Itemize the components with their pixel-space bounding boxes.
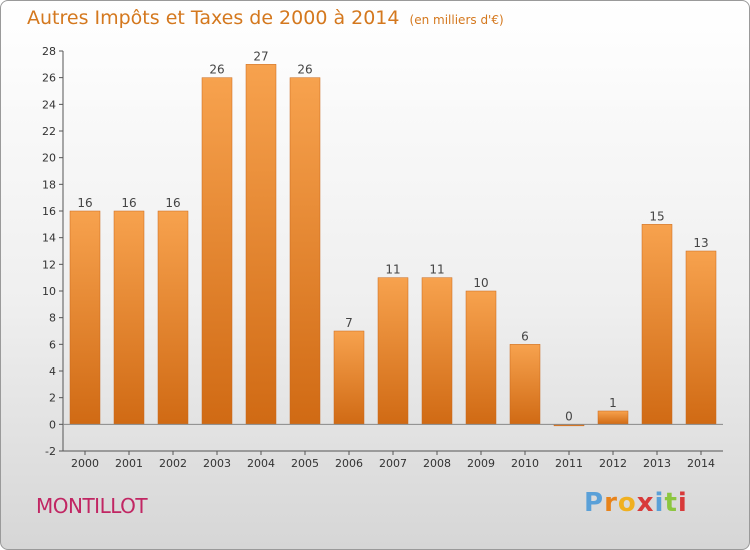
bar	[465, 290, 497, 425]
y-tick-label: 12	[42, 258, 56, 271]
chart-subtitle: (en milliers d'€)	[409, 13, 504, 27]
y-tick-label: 10	[42, 285, 56, 298]
title-text: Autres Impôts et Taxes de 2000 à 2014	[27, 7, 400, 29]
x-tick-label: 2007	[379, 457, 407, 470]
bar	[597, 410, 629, 425]
x-tick-label: 2010	[511, 457, 539, 470]
y-tick-label: 16	[42, 205, 56, 218]
y-tick-label: 20	[42, 152, 56, 165]
bar	[377, 277, 409, 425]
chart-title: Autres Impôts et Taxes de 2000 à 2014 (e…	[27, 7, 504, 29]
data-label: 16	[121, 196, 136, 210]
y-tick-label: 24	[42, 98, 56, 111]
x-tick-label: 2009	[467, 457, 495, 470]
y-tick-label: -2	[45, 445, 56, 458]
y-tick-label: 4	[49, 365, 56, 378]
data-label: 15	[649, 209, 664, 223]
data-label: 11	[429, 263, 444, 277]
x-tick-label: 2001	[115, 457, 143, 470]
data-label: 16	[165, 196, 180, 210]
x-tick-label: 2005	[291, 457, 319, 470]
bar	[69, 210, 101, 425]
proxiti-logo: Proxiti	[584, 488, 688, 518]
logo-letter: P	[584, 488, 605, 518]
bar	[113, 210, 145, 425]
bar	[157, 210, 189, 425]
bar	[421, 277, 453, 425]
data-label: 16	[77, 196, 92, 210]
logo-letter: o	[617, 488, 637, 518]
bar	[245, 64, 277, 425]
x-tick-label: 2014	[687, 457, 715, 470]
x-tick-label: 2008	[423, 457, 451, 470]
x-tick-label: 2004	[247, 457, 275, 470]
logo-letter: r	[604, 488, 618, 518]
data-label: 26	[297, 63, 312, 77]
y-tick-label: 2	[49, 392, 56, 405]
x-tick-label: 2003	[203, 457, 231, 470]
data-label: 26	[209, 63, 224, 77]
data-label: 27	[253, 49, 268, 63]
x-tick-label: 2013	[643, 457, 671, 470]
y-tick-label: 22	[42, 125, 56, 138]
bar	[201, 77, 233, 425]
data-label: 6	[521, 329, 529, 343]
commune-name: MONTILLOT	[36, 494, 148, 518]
x-tick-label: 2000	[71, 457, 99, 470]
x-tick-label: 2011	[555, 457, 583, 470]
x-tick-label: 2006	[335, 457, 363, 470]
y-tick-label: 28	[42, 45, 56, 58]
x-tick-label: 2012	[599, 457, 627, 470]
x-tick-label: 2002	[159, 457, 187, 470]
logo-letter: x	[636, 488, 655, 518]
logo-letter: t	[664, 488, 678, 518]
bar	[641, 224, 673, 425]
bars-group: 16 16 16 26 27 26 7 11 11 10 6 0 1 15 13	[69, 49, 717, 427]
y-tick-label: 14	[42, 232, 56, 245]
y-tick-label: 6	[49, 338, 56, 351]
bar	[509, 344, 541, 425]
y-tick-label: 8	[49, 312, 56, 325]
logo-letter: i	[654, 488, 665, 518]
data-label: 0	[565, 409, 573, 423]
bar	[685, 250, 717, 425]
data-label: 13	[693, 236, 708, 250]
data-label: 1	[609, 396, 617, 410]
y-tick-label: 26	[42, 72, 56, 85]
logo-letter: i	[677, 488, 688, 518]
bar	[289, 77, 321, 425]
data-label: 11	[385, 263, 400, 277]
y-tick-label: 18	[42, 178, 56, 191]
data-label: 10	[473, 276, 488, 290]
bar	[333, 330, 365, 425]
data-label: 7	[345, 316, 353, 330]
y-tick-label: 0	[49, 418, 56, 431]
